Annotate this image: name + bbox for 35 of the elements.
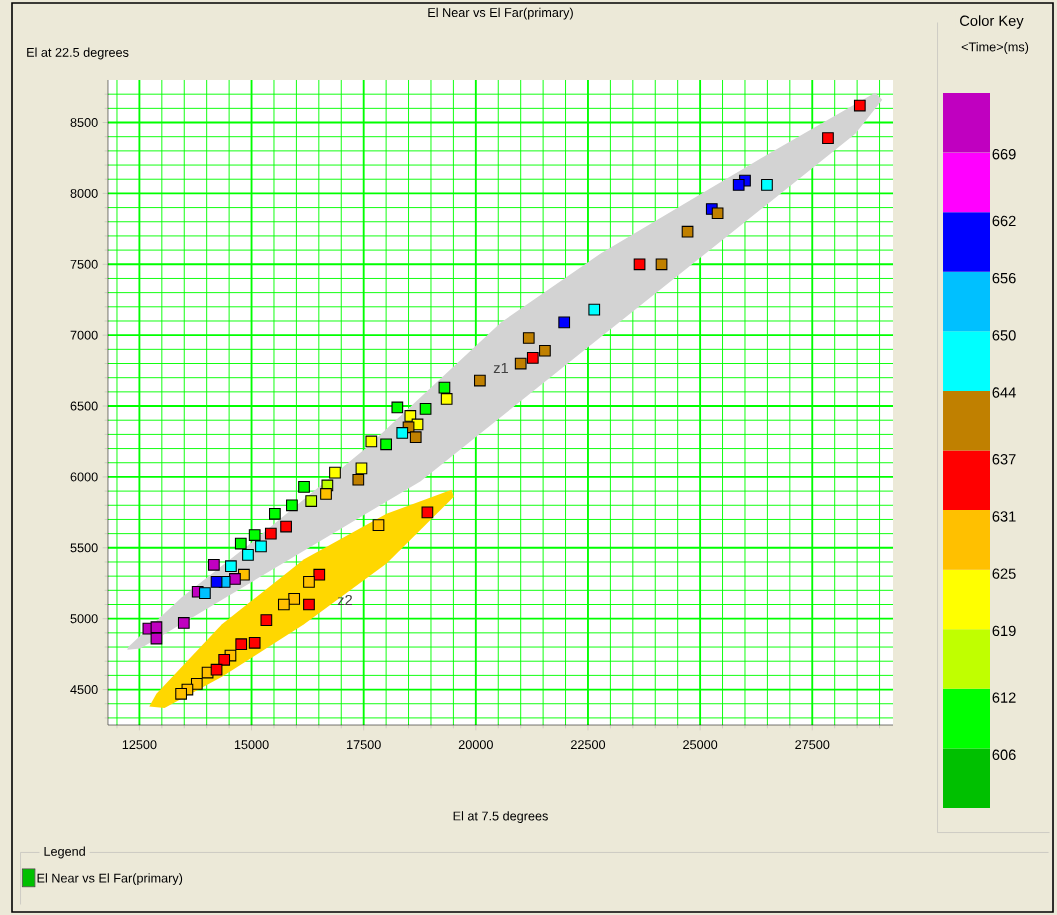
x-tick-label: 17500 bbox=[347, 740, 381, 750]
color-bar-label: 656 bbox=[992, 272, 1016, 284]
x-tick-label: 15000 bbox=[234, 740, 269, 750]
color-bar-label: 612 bbox=[992, 692, 1016, 703]
y-tick-label: 7500 bbox=[70, 259, 98, 269]
y-tick-label: 8000 bbox=[70, 188, 98, 198]
x-tick-label: 25000 bbox=[683, 740, 718, 750]
legend-title: Legend bbox=[44, 846, 85, 859]
color-bar-label: 625 bbox=[992, 568, 1016, 579]
color-bar-label: 662 bbox=[992, 215, 1016, 227]
y-tick-label: 8500 bbox=[70, 118, 98, 128]
x-tick-label: 22500 bbox=[570, 740, 606, 750]
color-bar-label: 637 bbox=[992, 454, 1016, 465]
y-tick-label: 6500 bbox=[70, 401, 98, 411]
color-bar-title: <Time>(ms) bbox=[961, 42, 1029, 54]
color-bar-label: 606 bbox=[992, 749, 1016, 760]
y-tick-label: 5000 bbox=[70, 614, 98, 624]
color-bar-label: 669 bbox=[992, 149, 1016, 160]
x-axis-title: El at 7.5 degrees bbox=[453, 811, 548, 823]
annotation: z1 bbox=[493, 362, 508, 374]
x-tick-label: 20000 bbox=[458, 740, 493, 750]
color-bar-label: 644 bbox=[992, 387, 1016, 398]
color-bar-label: 631 bbox=[992, 511, 1016, 522]
color-bar-label: 619 bbox=[992, 625, 1016, 637]
text: Color Key bbox=[960, 15, 1024, 29]
legend-label: El Near vs El Far(primary) bbox=[37, 873, 183, 886]
color-bar-label: 650 bbox=[992, 330, 1016, 341]
chart-title: El Near vs El Far(primary) bbox=[428, 7, 573, 20]
y-tick-label: 4500 bbox=[70, 685, 98, 695]
y-axis-title: El at 22.5 degrees bbox=[27, 47, 129, 60]
y-tick-label: 5500 bbox=[70, 543, 98, 553]
y-tick-label: 6000 bbox=[70, 472, 98, 482]
y-tick-label: 7000 bbox=[70, 330, 98, 340]
x-tick-label: 12500 bbox=[122, 740, 157, 750]
x-tick-label: 27500 bbox=[795, 740, 830, 750]
